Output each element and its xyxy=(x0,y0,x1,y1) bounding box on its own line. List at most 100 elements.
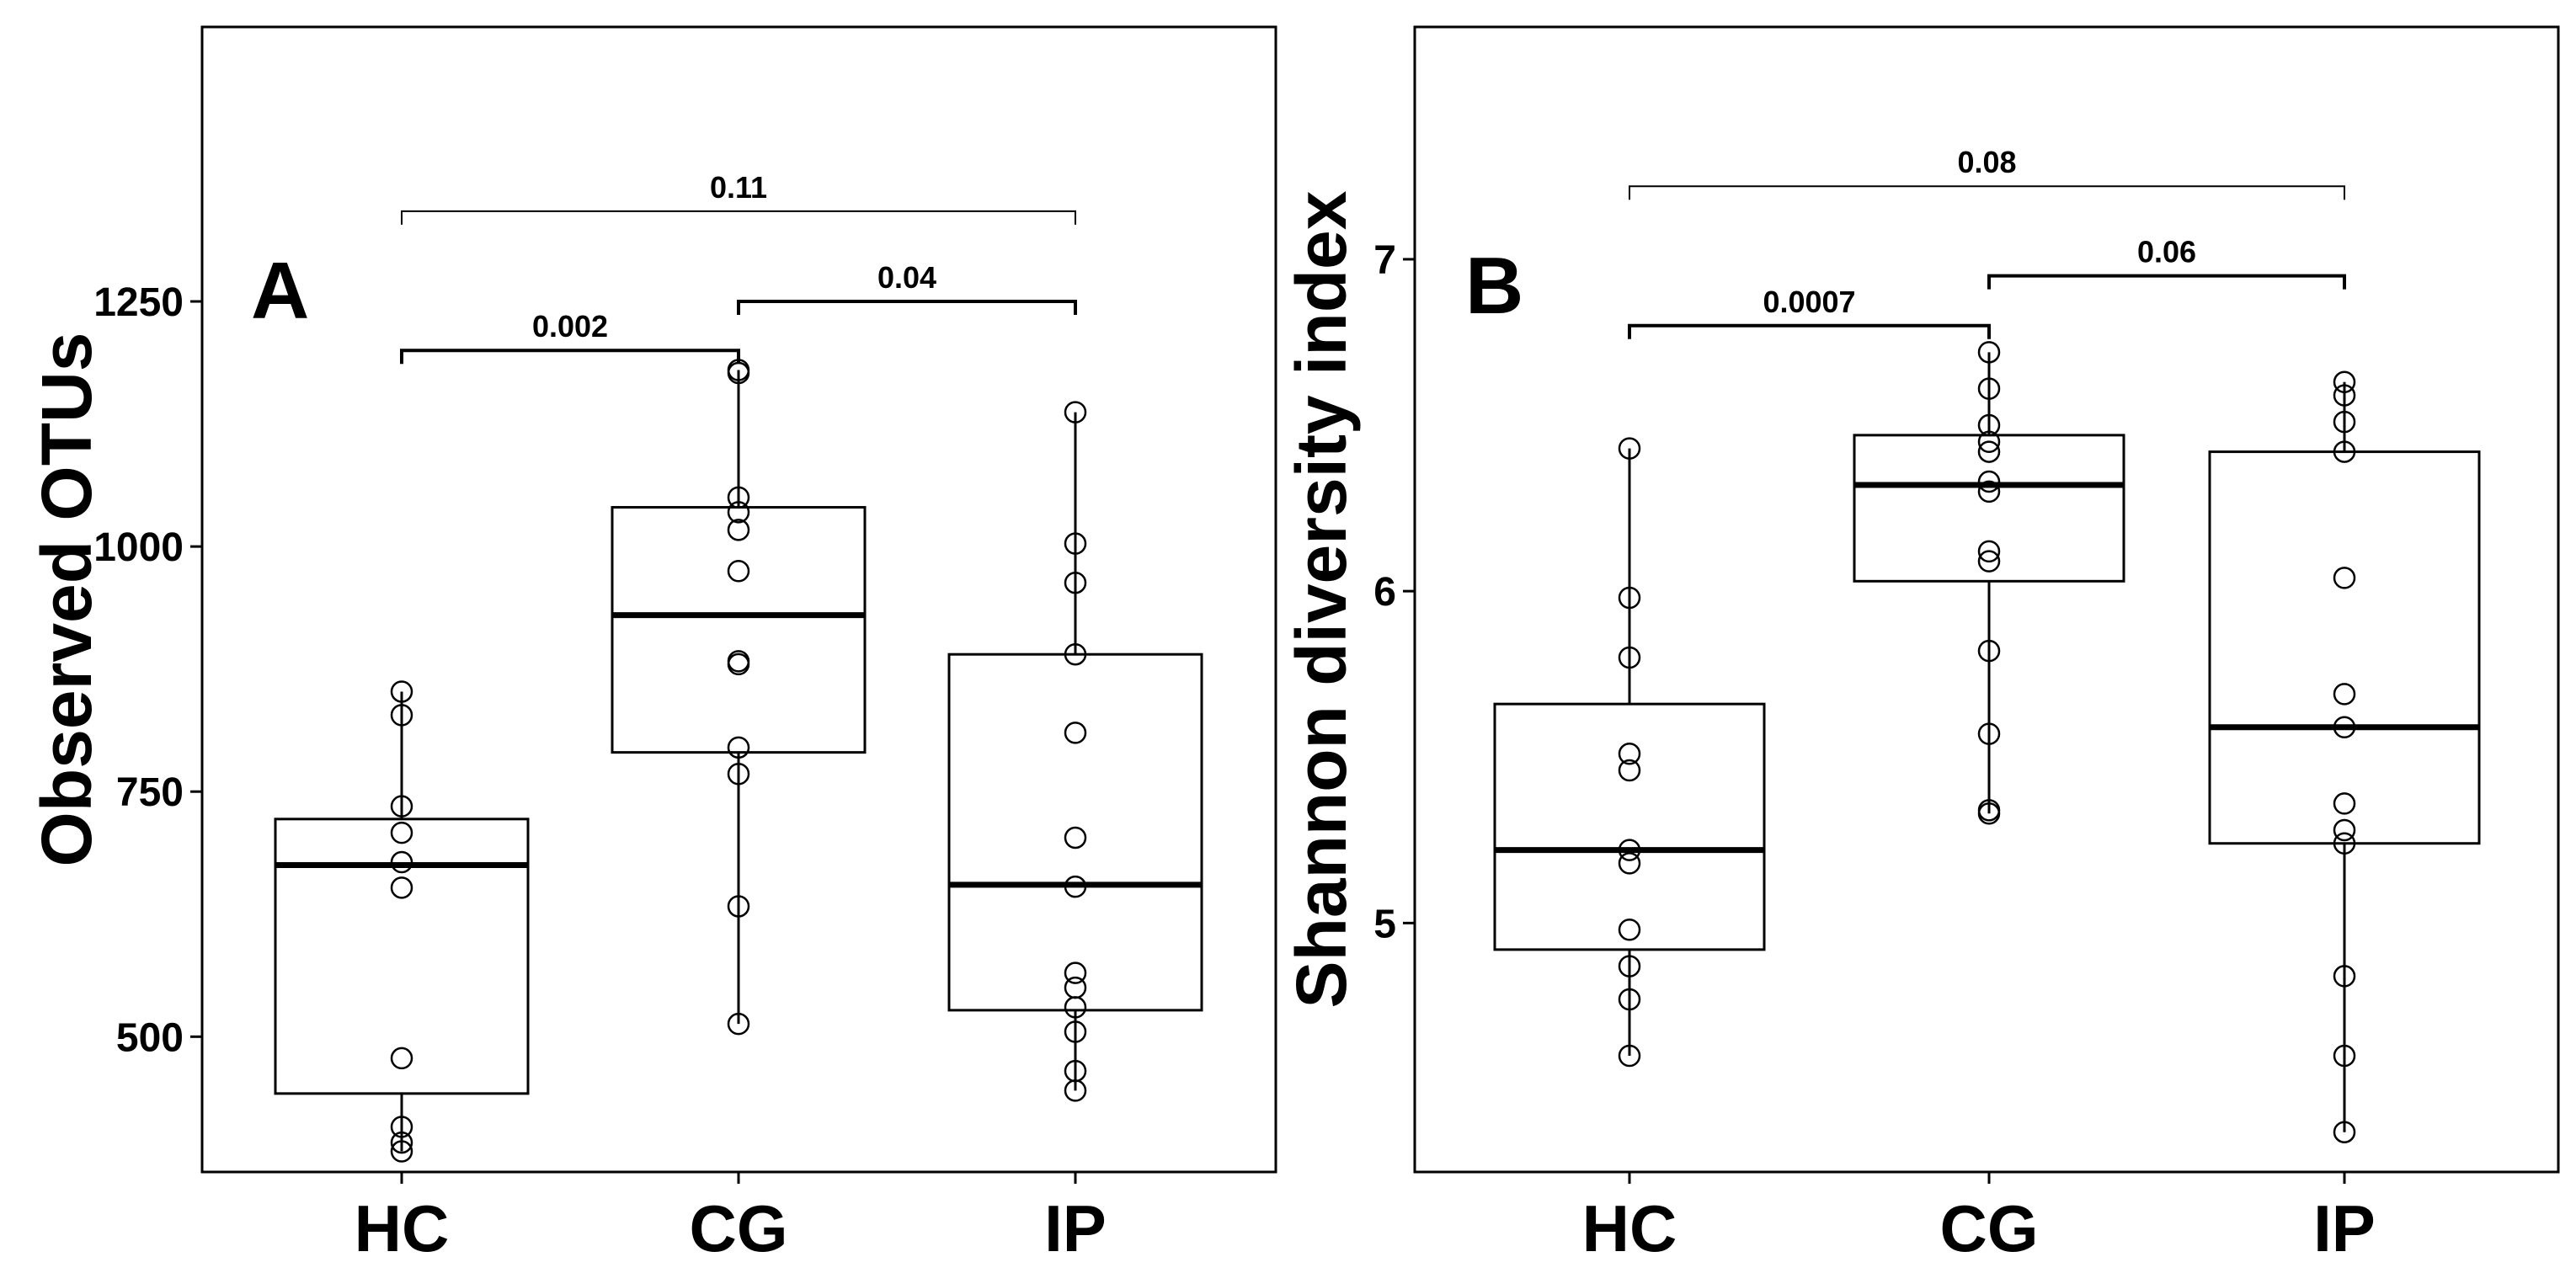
panel-a-data-point xyxy=(1064,571,1087,594)
panel-a-data-point xyxy=(1064,722,1087,744)
panel-b-data-point xyxy=(1977,440,2001,463)
panel-b-data-point xyxy=(1618,852,1641,875)
panel-b-p-value: 0.06 xyxy=(2137,235,2196,269)
panel-a-bracket xyxy=(401,210,1076,225)
panel-b-xtick-label: CG xyxy=(1940,1191,2039,1265)
panel-b-box xyxy=(1853,434,2125,583)
panel-b-data-point xyxy=(1618,955,1641,977)
panel-a-box xyxy=(611,506,867,754)
panel-b-data-point xyxy=(1977,722,2001,745)
panel-b-data-point xyxy=(2333,370,2356,394)
panel-a-box xyxy=(947,652,1203,1012)
panel-b-bracket xyxy=(1987,274,2346,290)
panel-b-frame xyxy=(1413,25,2560,1174)
panel-b-letter: B xyxy=(1465,241,1523,331)
panel-b-data-point xyxy=(1618,743,1641,765)
panel-a-ylabel: Observed OTUs xyxy=(27,333,106,867)
panel-b-significance-brackets: 0.0007 0.06 0.08 xyxy=(1628,145,2346,339)
panel-a-bracket xyxy=(400,349,740,365)
panel-a-data-point xyxy=(390,1116,413,1138)
panel-b-data-point xyxy=(2333,683,2356,706)
panel-b-data-point xyxy=(2333,410,2356,434)
panel-b-boxes xyxy=(1493,341,2481,1143)
panel-b-p-value: 0.0007 xyxy=(1763,285,1855,319)
panel-b-ytick-label: 5 xyxy=(1373,902,1396,946)
panel-a-bracket xyxy=(737,300,1077,316)
panel-a-data-point xyxy=(390,1131,413,1154)
panel-b-data-point xyxy=(2333,716,2356,739)
panel-a-data-point xyxy=(390,1047,413,1070)
panel-a-data-point xyxy=(727,763,750,786)
panel-a-data-point xyxy=(727,501,750,524)
panel-a-ytick-label: 1000 xyxy=(93,525,184,570)
panel-a-data-point xyxy=(727,736,750,759)
panel-b-xtick-label: IP xyxy=(2313,1191,2376,1265)
panel-b-ylabel: Shannon diversity index xyxy=(1282,190,1361,1008)
panel-a-ytick-label: 750 xyxy=(116,770,184,815)
panel-a-y-axis: 500 750 1000 1250 xyxy=(93,280,202,1060)
panel-b-data-point xyxy=(1618,1044,1641,1068)
panel-a-p-value: 0.04 xyxy=(877,260,936,295)
panel-a-data-point xyxy=(390,795,413,818)
panel-a-data-point xyxy=(1064,1079,1087,1102)
panel-a: Observed OTUs A 500 750 1000 1250 HC CG IP 0.… xyxy=(27,25,1277,1265)
panel-a-data-point xyxy=(1064,875,1087,898)
panel-a-p-value: 0.002 xyxy=(532,309,608,344)
panel-b-data-point xyxy=(2333,792,2356,815)
panel-b-data-point xyxy=(1618,586,1641,610)
panel-b-x-axis: HC CG IP xyxy=(1582,1172,2376,1265)
panel-a-data-point xyxy=(1064,532,1087,555)
panel-b-data-point xyxy=(1977,639,2001,663)
panel-b-ytick-label: 7 xyxy=(1373,238,1396,283)
panel-a-ytick-label: 1250 xyxy=(93,280,184,325)
panel-a-data-point xyxy=(1064,1020,1087,1043)
panel-a-boxes xyxy=(274,359,1203,1163)
panel-b-box xyxy=(2208,450,2481,845)
panel-a-data-point xyxy=(727,1012,750,1036)
panel-b-data-point xyxy=(2333,832,2356,855)
panel-b-bracket xyxy=(1629,185,2345,200)
panel-b-data-point xyxy=(1977,413,2001,437)
panel-a-data-point xyxy=(1064,996,1087,1019)
panel-a-significance-brackets: 0.002 0.04 0.11 xyxy=(400,170,1077,365)
panel-b-data-point xyxy=(1977,480,2001,503)
panel-a-data-point xyxy=(390,704,413,727)
panel-b-data-point xyxy=(1977,430,2001,454)
panel-a-data-point xyxy=(727,519,750,541)
panel-b-data-point xyxy=(1977,550,2001,573)
panel-a-letter: A xyxy=(251,246,309,336)
panel-a-data-point xyxy=(1064,401,1087,423)
panel-b-data-point xyxy=(1618,437,1641,460)
panel-b-data-point xyxy=(2333,1044,2356,1068)
panel-b-data-point xyxy=(1618,759,1641,782)
panel-b-xtick-label: HC xyxy=(1582,1191,1677,1265)
panel-a-data-point xyxy=(1064,826,1087,850)
panel-b-data-point xyxy=(2333,818,2356,842)
panel-b-data-point xyxy=(1977,341,2001,364)
panel-b: Shannon diversity index B 5 6 7 HC CG IP 0.0… xyxy=(1282,25,2560,1265)
panel-a-data-point xyxy=(727,486,750,509)
panel-b-data-point xyxy=(1977,377,2001,400)
panel-a-xtick-label: CG xyxy=(690,1191,788,1265)
panel-b-box xyxy=(1493,702,1766,951)
panel-b-data-point xyxy=(1618,839,1641,861)
panel-b-data-point xyxy=(1977,470,2001,493)
panel-b-data-point xyxy=(2333,440,2356,463)
panel-a-p-value: 0.11 xyxy=(710,170,767,205)
panel-b-bracket xyxy=(1628,323,1991,339)
panel-a-data-point xyxy=(390,876,413,899)
panel-a-data-point xyxy=(727,559,750,583)
panel-b-data-point xyxy=(1977,802,2001,825)
panel-a-data-point xyxy=(727,652,750,676)
panel-b-data-point xyxy=(2333,384,2356,407)
panel-a-xtick-label: HC xyxy=(355,1191,450,1265)
panel-b-data-point xyxy=(2333,567,2356,589)
panel-b-data-point xyxy=(1618,646,1641,669)
panel-a-box xyxy=(274,818,530,1095)
panel-a-data-point xyxy=(390,821,413,844)
panel-a-data-point xyxy=(390,850,413,874)
panel-b-data-point xyxy=(1618,988,1641,1011)
panel-b-y-axis: 5 6 7 xyxy=(1373,238,1415,946)
panel-b-data-point xyxy=(1977,540,2001,563)
